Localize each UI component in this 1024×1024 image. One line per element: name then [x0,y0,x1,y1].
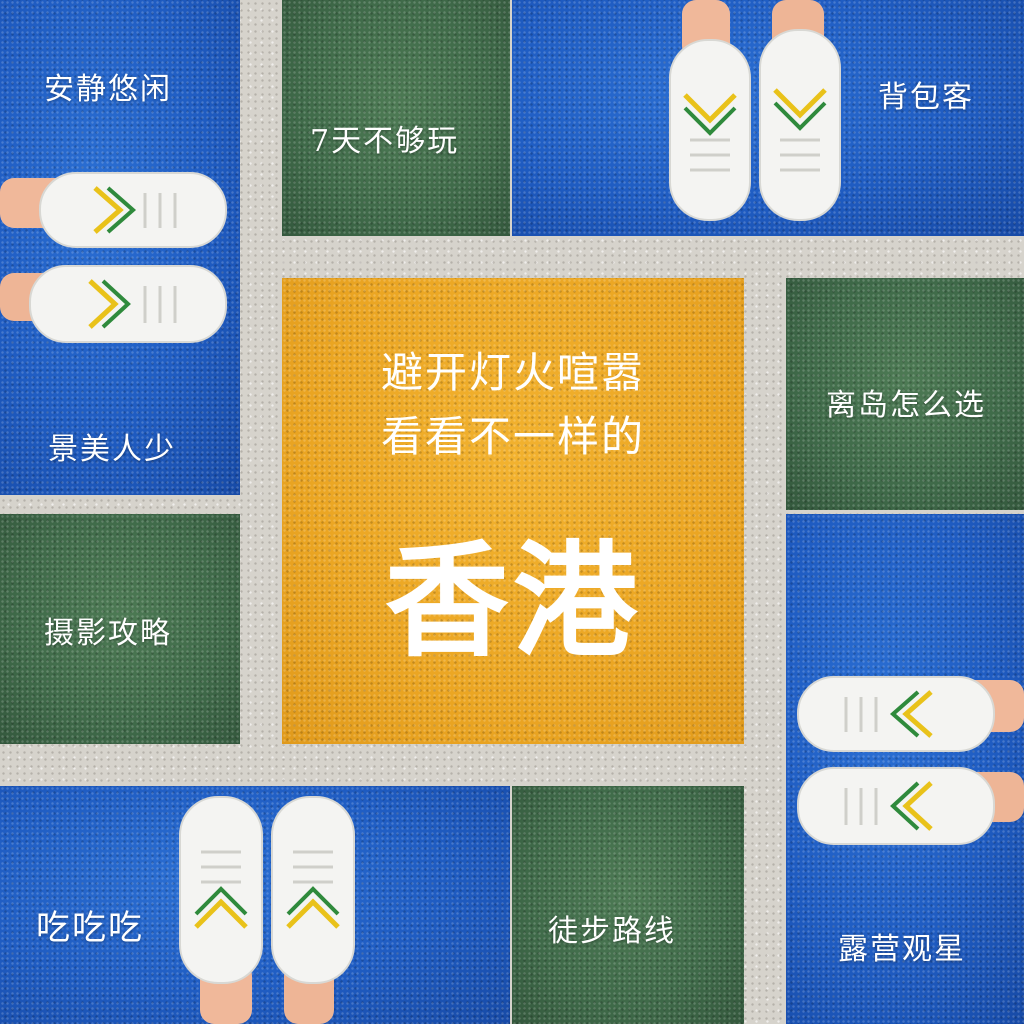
headline-line2: 看看不一样的 [282,416,744,458]
label-seven-days: 7天不够玩 [310,116,459,160]
label-photo: 摄影攻略 [44,608,172,652]
label-backpacker: 背包客 [878,72,974,116]
sneakers-bottom-icon [172,792,362,1024]
city-title: 香港 [282,540,744,664]
sneakers-top-icon [660,0,850,232]
label-quiet: 安静悠闲 [44,64,172,108]
label-hiking: 徒步路线 [548,906,676,950]
label-eat: 吃吃吃 [36,900,144,949]
headline-line1: 避开灯火喧嚣 [282,352,744,394]
sneakers-left-icon [0,168,232,350]
sneakers-right-icon [796,672,1024,850]
label-islands: 离岛怎么选 [826,380,986,424]
tile-bottom-middle-green [512,786,744,1024]
label-scenery: 景美人少 [48,424,176,468]
label-camping: 露营观星 [838,924,966,968]
